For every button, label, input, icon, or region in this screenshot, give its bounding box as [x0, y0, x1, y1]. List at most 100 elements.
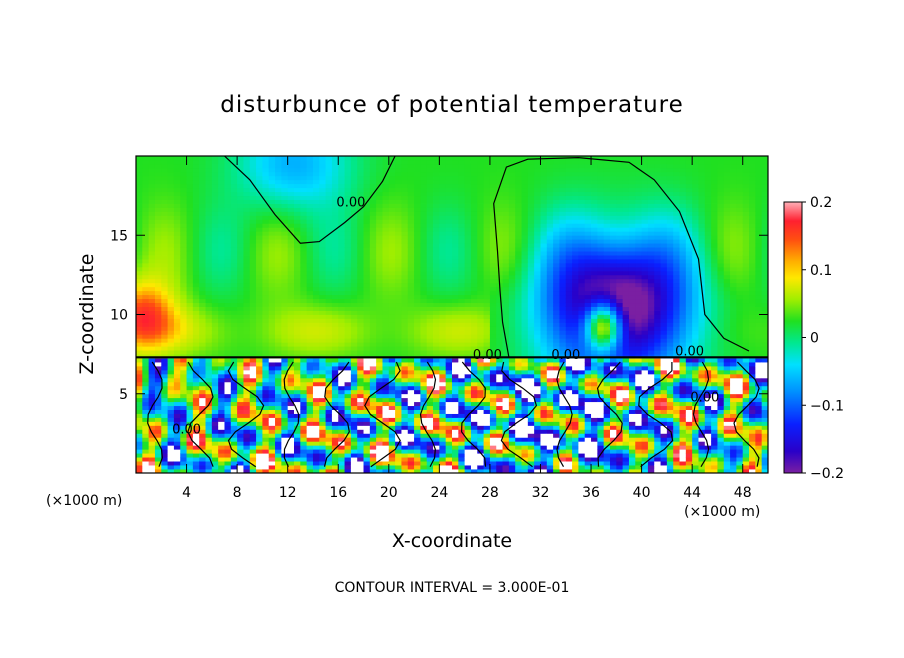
- heatmap-cell: [477, 223, 484, 228]
- heatmap-cell: [376, 437, 383, 442]
- heatmap-cell: [237, 231, 244, 236]
- heatmap-cell: [186, 465, 194, 470]
- heatmap-cell: [306, 239, 314, 244]
- heatmap-cell: [489, 163, 497, 169]
- heatmap-cell: [173, 342, 181, 347]
- heatmap-cell: [527, 358, 535, 363]
- heatmap-cell: [205, 342, 213, 347]
- heatmap-cell: [319, 310, 326, 315]
- heatmap-cell: [312, 369, 320, 375]
- heatmap-cell: [521, 389, 529, 395]
- heatmap-cell: [148, 425, 156, 430]
- heatmap-cell: [369, 171, 377, 177]
- heatmap-cell: [426, 409, 434, 414]
- heatmap-cell: [414, 397, 421, 403]
- heatmap-cell: [262, 306, 270, 311]
- heatmap-cell: [452, 207, 459, 212]
- heatmap-cell: [502, 330, 510, 335]
- heatmap-cell: [395, 163, 402, 169]
- heatmap-cell: [357, 175, 364, 181]
- heatmap-cell: [161, 195, 168, 200]
- heatmap-cell: [161, 219, 168, 224]
- heatmap-cell: [388, 461, 396, 466]
- heatmap-cell: [382, 417, 390, 422]
- heatmap-cell: [230, 342, 238, 347]
- heatmap-cell: [173, 381, 181, 387]
- chart-title: disturbunce of potential temperature: [220, 92, 684, 118]
- heatmap-cell: [445, 215, 453, 220]
- heatmap-cell: [388, 334, 396, 339]
- heatmap-cell: [211, 461, 219, 466]
- heatmap-cell: [148, 373, 156, 379]
- heatmap-cell: [230, 334, 238, 339]
- heatmap-cell: [262, 457, 270, 462]
- heatmap-cell: [148, 223, 156, 228]
- heatmap-cell: [192, 156, 200, 161]
- heatmap-cell: [325, 393, 333, 399]
- heatmap-cell: [414, 266, 421, 272]
- heatmap-cell: [205, 314, 213, 319]
- heatmap-cell: [338, 274, 345, 280]
- heatmap-cell: [515, 294, 522, 300]
- heatmap-cell: [344, 401, 352, 407]
- heatmap-cell: [319, 187, 326, 193]
- heatmap-cell: [218, 179, 225, 185]
- heatmap-cell: [192, 306, 200, 311]
- heatmap-cell: [136, 417, 143, 422]
- heatmap-cell: [527, 429, 535, 434]
- heatmap-cell: [243, 235, 251, 240]
- heatmap-cell: [268, 306, 276, 311]
- heatmap-cell: [508, 469, 516, 473]
- heatmap-cell: [300, 429, 308, 434]
- heatmap-cell: [287, 441, 295, 446]
- heatmap-cell: [502, 171, 510, 177]
- heatmap-cell: [363, 247, 371, 252]
- heatmap-cell: [502, 298, 510, 304]
- heatmap-cell: [186, 175, 194, 181]
- heatmap-cell: [136, 338, 143, 343]
- heatmap-cell: [281, 441, 289, 446]
- heatmap-cell: [357, 286, 364, 292]
- heatmap-cell: [357, 469, 364, 473]
- heatmap-cell: [445, 409, 453, 414]
- heatmap-cell: [401, 397, 409, 403]
- heatmap-cell: [154, 215, 162, 220]
- heatmap-cell: [243, 366, 251, 371]
- heatmap-cell: [382, 457, 390, 462]
- heatmap-cell: [319, 465, 326, 470]
- heatmap-cell: [173, 318, 181, 323]
- heatmap-cell: [218, 433, 225, 438]
- heatmap-cell: [363, 389, 371, 395]
- heatmap-cell: [452, 290, 459, 296]
- heatmap-cell: [306, 437, 314, 442]
- heatmap-cell: [230, 453, 238, 458]
- heatmap-cell: [439, 163, 447, 169]
- heatmap-cell: [464, 445, 472, 450]
- heatmap-cell: [173, 187, 181, 193]
- heatmap-cell: [243, 247, 251, 252]
- heatmap-cell: [275, 247, 282, 252]
- heatmap-cell: [243, 243, 251, 248]
- heatmap-cell: [224, 461, 232, 466]
- heatmap-cell: [224, 290, 232, 296]
- heatmap-cell: [294, 449, 301, 454]
- heatmap-cell: [433, 429, 440, 434]
- heatmap-cell: [477, 362, 484, 367]
- heatmap-cell: [369, 405, 377, 410]
- heatmap-cell: [230, 362, 238, 367]
- heatmap-cell: [395, 373, 402, 379]
- heatmap-cell: [414, 156, 421, 161]
- heatmap-cell: [508, 449, 516, 454]
- heatmap-cell: [306, 286, 314, 292]
- heatmap-cell: [401, 377, 409, 383]
- heatmap-cell: [256, 310, 263, 315]
- heatmap-cell: [300, 457, 308, 462]
- heatmap-cell: [489, 330, 497, 335]
- heatmap-cell: [275, 381, 282, 387]
- heatmap-cell: [300, 274, 308, 280]
- heatmap-cell: [325, 290, 333, 296]
- heatmap-cell: [224, 413, 232, 418]
- heatmap-cell: [464, 199, 472, 204]
- heatmap-cell: [256, 433, 263, 438]
